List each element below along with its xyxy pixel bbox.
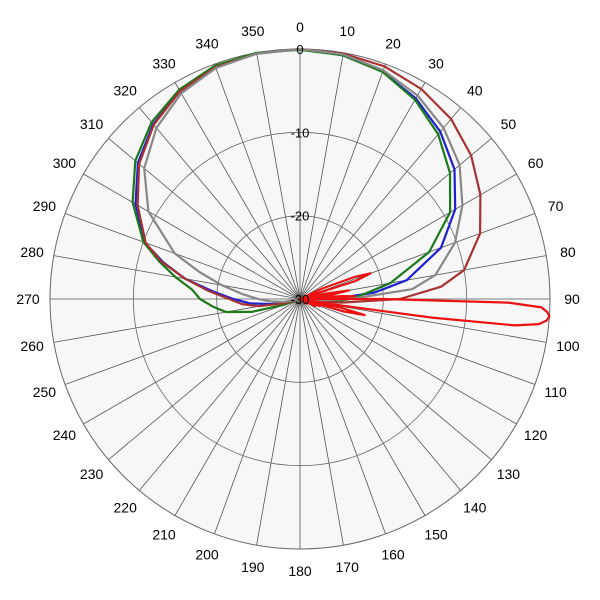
angle-tick-label-340: 340 [195,35,219,51]
spoke-150 [299,298,426,516]
angle-tick-label-270: 270 [16,291,40,307]
spoke-320 [138,107,301,300]
angle-tick-label-90: 90 [564,291,580,307]
spoke-230 [108,298,301,461]
angle-tick-label-330: 330 [152,55,176,71]
angle-tick-label-230: 230 [80,466,104,482]
series-line-4 [143,47,464,303]
spoke-250 [64,298,301,385]
angle-tick-label-240: 240 [53,427,77,443]
angle-tick-label-250: 250 [33,384,57,400]
spoke-310 [108,137,301,300]
angle-tick-label-200: 200 [195,547,219,563]
spoke-10 [299,52,344,300]
spoke-140 [299,298,462,491]
spoke-160 [299,298,386,535]
radial-tick-label-0: 0 [296,42,303,57]
spoke-30 [299,82,426,300]
angle-tick-label-50: 50 [501,116,517,132]
angle-tick-label-160: 160 [381,547,405,563]
angle-tick-label-30: 30 [428,55,444,71]
angle-tick-label-60: 60 [528,155,544,171]
angle-tick-label-190: 190 [241,559,265,575]
angle-tick-label-280: 280 [20,244,44,260]
spoke-110 [299,298,536,385]
spoke-40 [299,107,462,300]
angle-tick-label-290: 290 [33,198,57,214]
ring--10 [132,131,468,467]
spoke-200 [214,298,301,535]
angle-tick-label-110: 110 [544,384,567,400]
spoke-170 [299,298,344,546]
angle-tick-label-180: 180 [288,563,312,579]
angle-tick-label-140: 140 [463,499,487,515]
series-line-5 [298,272,551,327]
radial-tick-label--20: -20 [291,209,310,224]
angle-tick-label-210: 210 [152,527,176,543]
spoke-290 [64,213,301,300]
spoke-220 [138,298,301,491]
angle-tick-label-150: 150 [424,527,448,543]
radial-tick-label--10: -10 [291,125,310,140]
angle-tick-label-70: 70 [548,198,564,214]
angle-tick-label-220: 220 [114,499,138,515]
angle-tick-label-320: 320 [114,83,138,99]
angle-tick-label-170: 170 [336,559,360,575]
spoke-240 [83,298,301,425]
spoke-210 [174,298,301,516]
label-layer: 0 10 20 30 40 50 60 70 80 90 100 110 120 130 140 150 160… [16,19,580,579]
angle-tick-label-20: 20 [385,35,401,51]
spoke-120 [299,298,517,425]
angle-tick-label-40: 40 [467,83,483,99]
angle-tick-label-300: 300 [53,155,77,171]
angle-tick-label-120: 120 [524,427,548,443]
spoke-330 [174,82,301,300]
angle-tick-label-10: 10 [339,23,355,39]
angle-tick-label-260: 260 [20,338,44,354]
angle-tick-label-130: 130 [497,466,521,482]
angle-tick-label-80: 80 [560,244,576,260]
spoke-130 [299,298,492,461]
angle-tick-label-350: 350 [241,23,265,39]
angle-tick-label-310: 310 [80,116,104,132]
angle-tick-label-0: 0 [296,19,304,35]
radial-tick-label--30: -30 [291,292,310,307]
spoke-190 [256,298,301,546]
spoke-340 [214,63,301,300]
spoke-350 [256,52,301,300]
spoke-300 [83,173,301,300]
series-line-3 [136,47,482,308]
angle-tick-label-100: 100 [556,338,580,354]
series-line-2 [131,48,452,314]
series-layer [131,47,551,327]
spoke-20 [299,63,386,300]
spoke-70 [299,213,536,300]
